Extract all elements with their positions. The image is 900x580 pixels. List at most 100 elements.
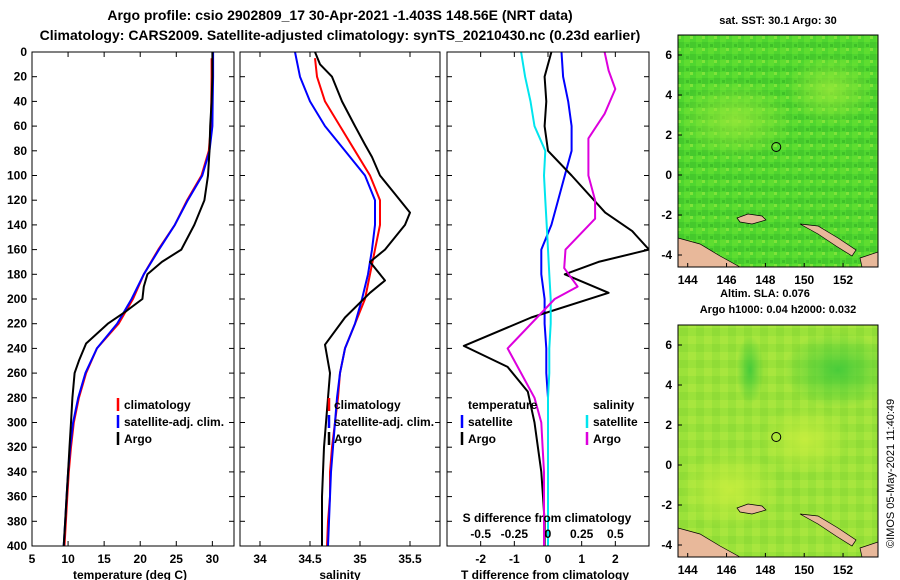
- y-tick-label: 0: [20, 45, 27, 59]
- map-x-tick-label: 144: [678, 563, 698, 577]
- y-tick-label: 260: [7, 366, 27, 380]
- salinity-panel: 34 34.5 35 35.5 salinity climatology satell…: [239, 51, 441, 580]
- map-y-tick-label: 2: [665, 128, 672, 142]
- map-y-tick-label: 2: [665, 418, 672, 432]
- legend-climatology-label: climatology: [334, 398, 401, 412]
- y-tick-label: 40: [14, 94, 28, 108]
- salinity-axes-frame: [239, 51, 441, 547]
- map-x-tick-label: 146: [717, 563, 737, 577]
- series-climatology: [314, 58, 381, 546]
- sla-high-patch: [736, 336, 764, 404]
- sst-warm-patch: [678, 80, 795, 160]
- x-tick-label: 0: [545, 552, 552, 566]
- map-y-tick-label: 4: [665, 378, 672, 392]
- x-tick-label: 35.5: [398, 552, 422, 566]
- figure-title-line2: Climatology: CARS2009. Satellite-adjuste…: [40, 27, 641, 43]
- difference-panel: -2 -1 0 1 2 T difference from climatology S …: [446, 51, 650, 580]
- sla-map-title1: Altim. SLA: 0.076: [720, 288, 810, 300]
- sst-land-island: [736, 213, 767, 225]
- series-s-argo: [506, 52, 617, 546]
- sst-map-title: sat. SST: 30.1 Argo: 30: [719, 15, 837, 27]
- legend-salinity-title: salinity: [593, 398, 635, 412]
- y-tick-label: 140: [7, 218, 27, 232]
- sst-land-newbritain: [859, 251, 878, 267]
- sla-map-title2: Argo h1000: 0.04 h2000: 0.032: [700, 304, 857, 316]
- s-tick-label: 0: [545, 527, 552, 541]
- legend-argo-label: Argo: [124, 432, 152, 446]
- map-y-tick-label: 6: [665, 48, 672, 62]
- y-tick-label: 360: [7, 490, 27, 504]
- x-tick-label: 25: [170, 552, 184, 566]
- map-y-tick-label: -2: [661, 498, 672, 512]
- y-tick-label: 80: [14, 144, 28, 158]
- difference-axes-frame: [446, 51, 650, 547]
- map-x-tick-label: 146: [717, 273, 737, 287]
- map-y-tick-label: 4: [665, 88, 672, 102]
- map-y-tick-label: -4: [661, 538, 672, 552]
- legend-satellite-label: satellite-adj. clim.: [334, 415, 434, 429]
- y-tick-label: 60: [14, 119, 28, 133]
- legend-satellite-label: satellite-adj. clim.: [124, 415, 224, 429]
- imos-credit: ©IMOS 05-May-2021 11:40:49: [885, 399, 897, 548]
- series-s-satellite: [520, 52, 552, 546]
- x-tick-label: -2: [475, 552, 486, 566]
- s-difference-xlabel: S difference from climatology: [463, 511, 632, 525]
- map-y-tick-label: -2: [661, 208, 672, 222]
- s-tick-label: -0.5: [470, 527, 491, 541]
- x-tick-label: 10: [61, 552, 75, 566]
- y-tick-label: 200: [7, 292, 27, 306]
- sla-land-newireland: [799, 513, 857, 547]
- map-x-tick-label: 144: [678, 273, 698, 287]
- map-y-tick-label: 6: [665, 338, 672, 352]
- y-tick-label: 120: [7, 193, 27, 207]
- sst-land-newguinea: [678, 237, 741, 267]
- series-satellite-adj-clim-: [294, 52, 376, 546]
- y-tick-label: 220: [7, 317, 27, 331]
- temperature-xlabel: temperature (deg C): [73, 568, 187, 580]
- temperature-axes-frame: [31, 51, 235, 547]
- t-difference-xlabel: T difference from climatology: [461, 568, 629, 580]
- legend-argo-label: Argo: [334, 432, 362, 446]
- salinity-xlabel: salinity: [319, 568, 361, 580]
- sla-land-island: [736, 503, 767, 515]
- sla-land-newbritain: [859, 541, 878, 557]
- y-tick-label: 20: [14, 70, 28, 84]
- y-tick-label: 180: [7, 267, 27, 281]
- series-argo: [314, 52, 411, 546]
- temperature-panel: 5 10 15 20 25 30 0 20 40 60 80 100 120 140 160 180 200 2…: [7, 45, 235, 580]
- sla-high-patch: [783, 332, 878, 408]
- legend-s-argo-label: Argo: [593, 432, 621, 446]
- map-x-tick-label: 152: [833, 273, 853, 287]
- legend-climatology-label: climatology: [124, 398, 191, 412]
- x-tick-label: 34.5: [298, 552, 322, 566]
- difference-legend-temperature: temperature satellite Argo: [460, 398, 538, 446]
- sla-map: Altim. SLA: 0.076 Argo h1000: 0.04 h2000…: [661, 288, 879, 577]
- sla-land-newguinea: [678, 527, 741, 557]
- sla-argo-position-marker: [771, 432, 782, 442]
- legend-s-satellite-label: satellite: [593, 415, 638, 429]
- y-tick-label: 320: [7, 440, 27, 454]
- sst-map: sat. SST: 30.1 Argo: 30 144 146 148 150 152 6…: [661, 15, 879, 287]
- x-tick-label: 5: [29, 552, 36, 566]
- series-argo: [62, 52, 214, 546]
- y-tick-label: 100: [7, 169, 27, 183]
- sst-map-frame: [677, 34, 879, 268]
- legend-temperature-title: temperature: [468, 398, 538, 412]
- x-tick-label: -1: [509, 552, 520, 566]
- map-x-tick-label: 150: [794, 563, 814, 577]
- sst-land-newireland: [799, 223, 857, 257]
- y-tick-label: 280: [7, 391, 27, 405]
- sla-map-frame: [677, 324, 879, 558]
- x-tick-label: 34: [253, 552, 267, 566]
- map-y-tick-label: 0: [665, 458, 672, 472]
- sst-argo-position-marker: [771, 142, 782, 152]
- x-tick-label: 1: [578, 552, 585, 566]
- figure-title-line1: Argo profile: csio 2902809_17 30-Apr-202…: [107, 7, 572, 23]
- x-tick-label: 30: [206, 552, 220, 566]
- y-tick-label: 160: [7, 243, 27, 257]
- map-y-tick-label: -4: [661, 248, 672, 262]
- sla-low-patch: [760, 405, 850, 475]
- x-tick-label: 15: [97, 552, 111, 566]
- map-x-tick-label: 148: [755, 563, 775, 577]
